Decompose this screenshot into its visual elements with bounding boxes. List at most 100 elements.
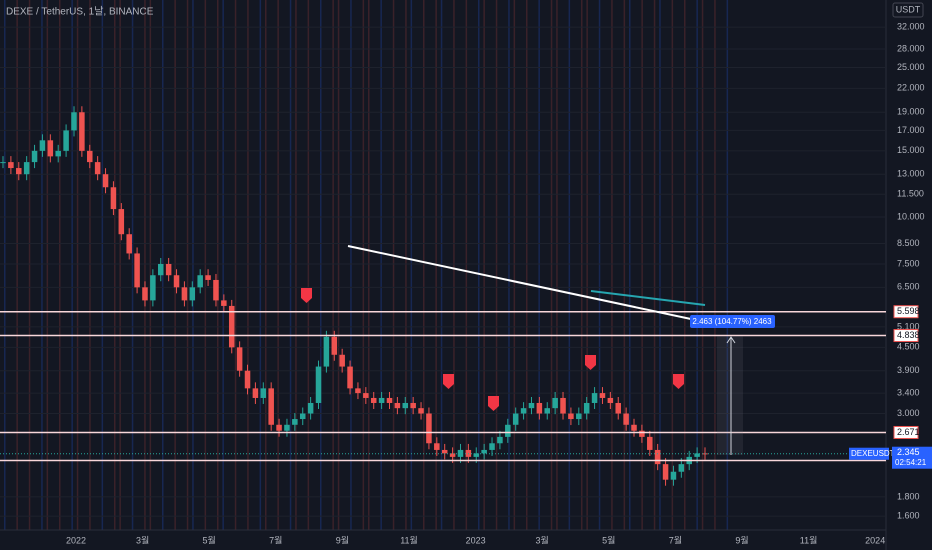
stripe [701,0,704,530]
candle [31,150,38,163]
candle [347,366,353,389]
candle [481,449,487,454]
stripe [259,0,262,530]
candle [0,162,6,164]
stripe [4,0,6,530]
level-tag [893,305,919,319]
session-stripes [4,0,729,530]
x-tick-label: 3월 [136,534,149,545]
stripe [478,0,480,530]
stripe [611,0,613,530]
candle [205,275,211,280]
y-tick-label: 1.600 [897,510,920,520]
candle [449,453,456,457]
trend-line[interactable] [347,245,706,323]
candle [654,449,661,465]
stripe [659,0,661,530]
candle [102,174,109,188]
level-tag [893,329,919,343]
candle [284,424,290,431]
measure-label: 2.463 (104.77%) 2463 [692,317,772,326]
stripe [46,0,49,530]
stripe [405,0,407,530]
candle [221,300,227,306]
y-tick-label: 28.000 [897,43,925,53]
candle [560,397,566,414]
candle [678,464,685,472]
candle [355,388,361,394]
candle [299,413,306,420]
price-tag-label: 2.345 [897,447,920,457]
stripe [538,0,540,530]
candle [631,424,637,431]
level-label: 5.598 [897,306,920,316]
stripe [234,0,237,530]
measure-arrowhead [726,336,736,344]
symbol-tag [849,447,889,460]
currency[interactable]: USDT [896,4,921,14]
candle [134,253,140,288]
candle [520,408,527,414]
x-tick-label: 2022 [66,535,86,545]
candle [260,388,267,398]
x-tick-label: 11월 [800,534,818,545]
candle [181,287,188,301]
candle [323,336,330,367]
stripe [59,0,61,530]
candle [165,263,172,276]
candle [591,393,598,403]
candle [402,402,409,409]
candle [213,279,219,301]
candle [157,263,164,276]
stripe [76,0,79,530]
currency-button[interactable] [892,2,924,18]
level-label: 4.838 [897,330,920,340]
candle [142,287,148,301]
stripe [623,0,626,530]
candle [94,162,101,175]
stripe [337,0,340,530]
candle [583,402,590,414]
stripe [671,0,674,530]
stripe [114,0,116,530]
y-tick-label: 32.000 [897,22,925,32]
candle [55,150,61,157]
candle [489,443,495,450]
candle [189,287,196,301]
x-tick-label: 9월 [336,534,349,545]
markers [301,288,684,411]
candle [252,388,259,398]
stripe [465,0,468,530]
y-tick-label: 17.000 [897,125,925,135]
trend-line[interactable] [590,290,706,306]
stripe [556,0,558,530]
stripe [119,0,121,530]
y-tick-label: 6.500 [897,282,920,292]
candle [197,275,203,288]
stripe [453,0,455,530]
stripe [144,0,146,530]
candle [110,187,117,210]
stripe [186,0,189,530]
stripe [696,0,698,530]
stripe [192,0,194,530]
candle [268,388,274,425]
stripe [350,0,352,530]
stripe [653,0,656,530]
stripe [71,0,73,530]
y-tick-label: 5.100 [897,321,920,331]
stripe [222,0,224,530]
candle [276,424,282,431]
y-tick-label: 3.400 [897,387,920,397]
stripe [495,0,498,530]
candle [87,150,93,163]
symbol-tag-label: DEXEUSDT [851,449,895,458]
x-tick-label: 11월 [400,534,418,545]
stripe [16,0,18,530]
y-tick-label: 15.000 [897,145,925,155]
price-tag [892,446,932,469]
candle [512,413,519,425]
candle [473,453,480,457]
candle [505,424,511,437]
